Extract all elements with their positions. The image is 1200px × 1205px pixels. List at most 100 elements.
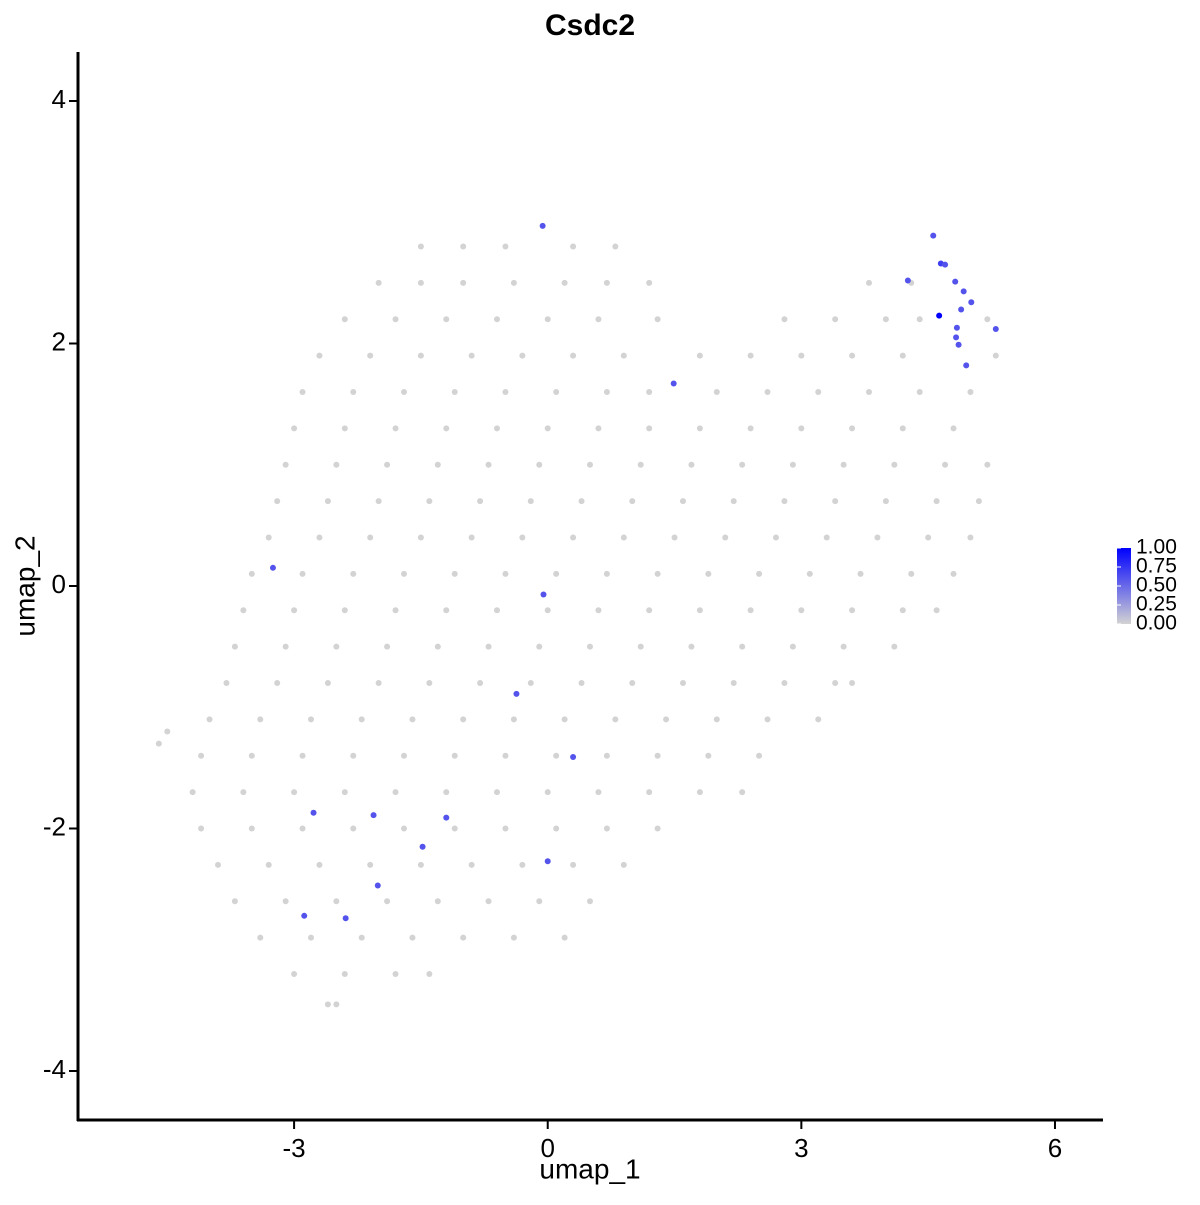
- point: [756, 570, 763, 577]
- point: [603, 752, 610, 759]
- point: [984, 461, 991, 468]
- point: [654, 316, 661, 323]
- point: [595, 316, 602, 323]
- point: [646, 279, 653, 286]
- point: [544, 789, 551, 796]
- point: [570, 352, 577, 359]
- point: [400, 752, 407, 759]
- point: [891, 461, 898, 468]
- point: [960, 288, 967, 295]
- point: [350, 388, 357, 395]
- point: [781, 498, 788, 505]
- point: [519, 861, 526, 868]
- point: [781, 680, 788, 687]
- point: [561, 934, 568, 941]
- point: [646, 425, 653, 432]
- point: [984, 316, 991, 323]
- y-tick-label: -2: [43, 811, 66, 841]
- point: [612, 243, 619, 250]
- point: [485, 898, 492, 905]
- point: [291, 607, 298, 614]
- point: [485, 643, 492, 650]
- point: [367, 534, 374, 541]
- point: [443, 814, 450, 821]
- point: [215, 861, 222, 868]
- point: [265, 534, 272, 541]
- point: [519, 534, 526, 541]
- point: [434, 898, 441, 905]
- colorbar-label: 0.50: [1136, 574, 1177, 597]
- point: [510, 934, 517, 941]
- point: [374, 882, 381, 889]
- point: [451, 388, 458, 395]
- point: [155, 740, 162, 747]
- point: [544, 425, 551, 432]
- point: [477, 498, 484, 505]
- point: [595, 789, 602, 796]
- point: [426, 971, 433, 978]
- point: [367, 352, 374, 359]
- y-tick-label: 2: [52, 326, 66, 356]
- point: [392, 425, 399, 432]
- point: [240, 789, 247, 796]
- point: [953, 334, 960, 341]
- point: [540, 591, 547, 598]
- point: [384, 461, 391, 468]
- point: [502, 570, 509, 577]
- point: [502, 243, 509, 250]
- point: [451, 570, 458, 577]
- point: [274, 498, 281, 505]
- point: [603, 570, 610, 577]
- point: [637, 461, 644, 468]
- point: [815, 388, 822, 395]
- point: [358, 934, 365, 941]
- point: [713, 388, 720, 395]
- point: [451, 752, 458, 759]
- point: [705, 752, 712, 759]
- point: [654, 752, 661, 759]
- point: [536, 643, 543, 650]
- point: [269, 564, 276, 571]
- point: [301, 912, 308, 919]
- point: [350, 752, 357, 759]
- point: [164, 728, 171, 735]
- colorbar-label: 1.00: [1136, 536, 1177, 559]
- x-axis-label: umap_1: [539, 1153, 640, 1184]
- point: [510, 279, 517, 286]
- point: [595, 607, 602, 614]
- point: [502, 388, 509, 395]
- point: [426, 680, 433, 687]
- point: [370, 812, 377, 819]
- point: [417, 861, 424, 868]
- point: [586, 643, 593, 650]
- point: [899, 425, 906, 432]
- point: [299, 570, 306, 577]
- point: [908, 570, 915, 577]
- point: [950, 425, 957, 432]
- point: [975, 498, 982, 505]
- point: [646, 388, 653, 395]
- point: [570, 861, 577, 868]
- point: [324, 680, 331, 687]
- point: [316, 534, 323, 541]
- point: [248, 752, 255, 759]
- point: [789, 643, 796, 650]
- point: [586, 461, 593, 468]
- point: [747, 425, 754, 432]
- point: [417, 534, 424, 541]
- point: [713, 716, 720, 723]
- point: [586, 898, 593, 905]
- points: [155, 222, 999, 1008]
- point: [688, 461, 695, 468]
- point: [933, 498, 940, 505]
- point: [206, 716, 213, 723]
- point: [265, 861, 272, 868]
- point: [739, 461, 746, 468]
- point: [513, 690, 520, 697]
- point: [299, 388, 306, 395]
- point: [952, 278, 959, 285]
- point: [781, 316, 788, 323]
- point: [460, 243, 467, 250]
